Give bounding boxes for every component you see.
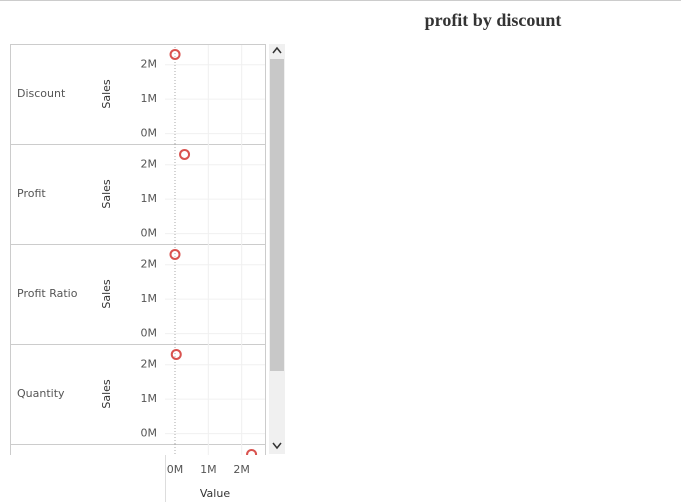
scroll-down[interactable] (272, 442, 282, 450)
y-tick-label: 1M (141, 92, 158, 105)
x-tick-label: 2M (233, 463, 250, 476)
y-tick-label: 1M (141, 292, 158, 305)
point (170, 348, 182, 360)
y-tick-label: 0M (141, 427, 158, 440)
y-tick-label: 2M (141, 358, 158, 371)
row-label: Profit Ratio (17, 287, 78, 300)
x-axis-label: Value (200, 487, 230, 500)
x-tick-label: 0M (167, 463, 184, 476)
row-label: Sales (17, 487, 47, 500)
y-tick-label: 0M (141, 227, 158, 240)
point (246, 448, 258, 455)
y-tick-label: 2M (141, 258, 158, 271)
point (169, 248, 181, 260)
point (169, 48, 181, 60)
y-axis-label: Sales (100, 279, 113, 309)
y-axis-label: Sales (100, 79, 113, 109)
x-tick-label: 1M (200, 463, 217, 476)
scroll-up[interactable] (272, 46, 282, 54)
y-axis-label: Sales (100, 479, 113, 502)
panels: Discount Sales 0M 1M 2M Profit Sales 0M 1M 2M Prof… (10, 44, 266, 502)
y-tick-label: 2M (141, 58, 158, 71)
y-axis-label: Sales (100, 179, 113, 209)
row-label: Profit (17, 187, 46, 200)
y-axis-label: Sales (100, 379, 113, 409)
pane-border (10, 44, 266, 455)
scroll-thumb[interactable] (270, 59, 284, 371)
point (179, 148, 191, 160)
y-tick-label: 0M (141, 327, 158, 340)
y-tick-label: 2M (141, 158, 158, 171)
y-tick-label: 0M (141, 127, 158, 140)
y-tick-label: 1M (141, 392, 158, 405)
row-label: Quantity (17, 387, 65, 400)
y-tick-label: 1M (141, 192, 158, 205)
chart-title: profit by discount (425, 10, 562, 30)
row-label: Discount (17, 87, 66, 100)
scrollbar[interactable] (269, 44, 285, 454)
